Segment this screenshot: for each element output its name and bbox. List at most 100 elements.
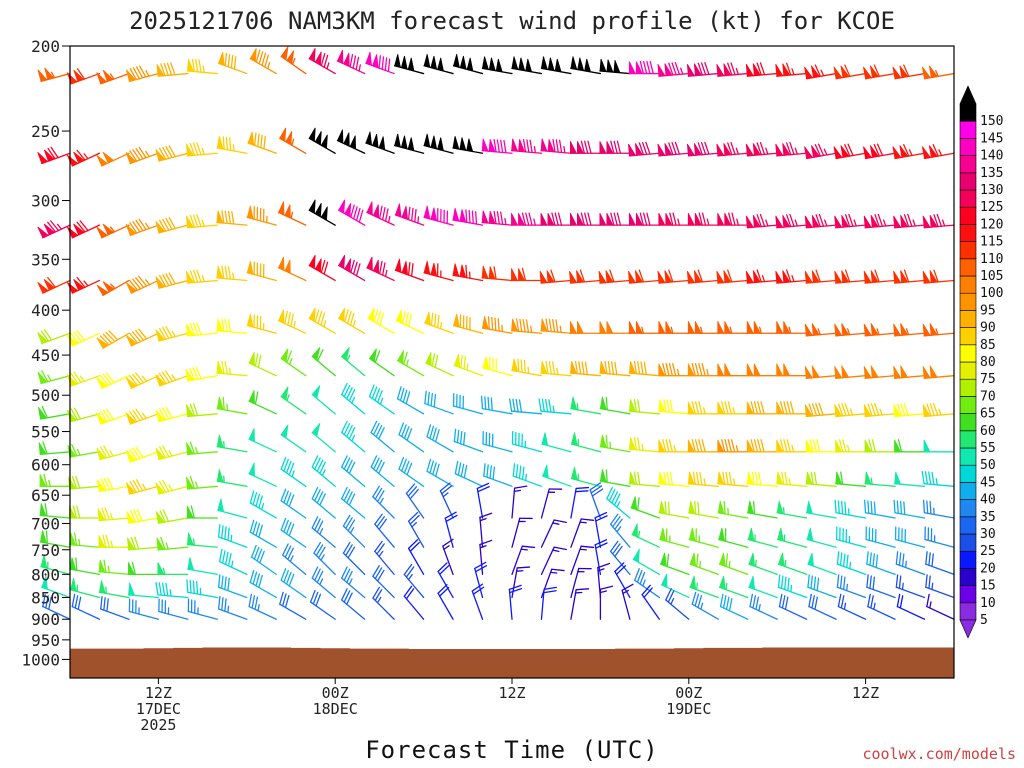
wind-barb	[804, 269, 837, 284]
wind-barb	[538, 398, 572, 415]
wind-barb	[687, 401, 719, 415]
wind-barb	[394, 203, 425, 226]
y-tick-label: 1000	[21, 650, 60, 669]
x-tick-label: 2025	[140, 716, 176, 734]
wind-barb	[657, 141, 690, 157]
wind-barb	[249, 490, 277, 519]
wind-barb	[893, 499, 926, 519]
wind-barb	[659, 527, 690, 548]
colorbar-label: 130	[980, 183, 1003, 198]
wind-barb	[341, 382, 366, 415]
wind-barb	[186, 441, 218, 456]
colorbar-swatch	[959, 602, 977, 621]
wind-barb	[804, 323, 837, 337]
wind-barb	[777, 527, 808, 548]
wind-barb	[370, 455, 395, 487]
wind-barb	[452, 207, 484, 226]
wind-barb	[394, 258, 425, 282]
wind-barb	[510, 318, 543, 334]
colorbar-swatch	[959, 327, 977, 346]
wind-barb	[98, 580, 130, 599]
colorbar-swatch	[959, 103, 977, 122]
wind-barb	[249, 519, 277, 548]
wind-barb	[393, 133, 425, 154]
wind-barb	[248, 593, 277, 620]
colorbar-swatch	[959, 533, 977, 552]
wind-barb	[866, 574, 896, 599]
wind-barb	[511, 431, 543, 453]
wind-barb	[423, 133, 454, 154]
colorbar-label: 25	[980, 544, 996, 559]
wind-barb	[481, 265, 513, 282]
site-credit[interactable]: coolwx.com/models	[862, 745, 1016, 763]
colorbar-swatch	[959, 396, 977, 414]
wind-barb	[216, 469, 248, 487]
wind-barb	[426, 424, 454, 453]
wind-barb	[437, 562, 454, 599]
wind-barb	[599, 469, 631, 487]
wind-barb	[442, 538, 454, 576]
y-tick-label: 300	[31, 192, 60, 211]
y-tick-label: 350	[31, 250, 60, 269]
wind-barb	[398, 456, 425, 487]
colorbar-swatch	[959, 155, 977, 174]
colorbar-label: 150	[980, 114, 1003, 129]
wind-barb	[540, 488, 563, 519]
wind-barb	[718, 575, 749, 599]
wind-barb	[246, 313, 277, 334]
wind-barb	[365, 131, 395, 154]
wind-barb	[156, 536, 189, 551]
wind-barb	[341, 455, 366, 487]
wind-barb	[96, 151, 130, 167]
wind-barb	[127, 536, 160, 551]
wind-barb	[187, 557, 218, 576]
wind-barb	[614, 562, 631, 599]
wind-barb	[894, 526, 926, 548]
wind-barb	[570, 396, 602, 415]
wind-barb	[313, 541, 336, 576]
wind-barb	[217, 574, 248, 599]
wind-barb	[804, 64, 837, 80]
wind-barb	[216, 136, 248, 154]
wind-barb	[423, 205, 454, 226]
wind-barb	[922, 213, 955, 229]
y-tick-label: 900	[31, 610, 60, 629]
wind-barb	[311, 566, 336, 599]
wind-barb	[279, 591, 307, 620]
wind-barb	[452, 136, 484, 154]
wind-barb	[867, 593, 896, 620]
wind-barb	[687, 321, 719, 334]
wind-barb	[745, 269, 778, 284]
wind-barb	[125, 328, 160, 347]
wind-barb	[280, 424, 307, 453]
wind-barb	[453, 428, 484, 453]
wind-barb	[689, 575, 719, 599]
wind-barb	[923, 439, 955, 453]
colorbar-label: 100	[980, 286, 1003, 301]
wind-barb	[686, 269, 719, 284]
wind-barb	[338, 307, 366, 334]
wind-barb	[776, 471, 808, 487]
wind-barb	[185, 366, 218, 382]
wind-barb	[68, 505, 101, 519]
y-tick-label: 800	[31, 565, 60, 584]
wind-barb	[280, 456, 307, 487]
wind-barb	[218, 548, 248, 576]
wind-barb	[311, 486, 336, 519]
wind-barb	[249, 569, 277, 599]
wind-barb	[374, 540, 395, 576]
wind-barb	[439, 482, 454, 519]
wind-barb	[746, 401, 778, 415]
wind-barb	[570, 567, 592, 599]
x-tick-label: 19DEC	[666, 700, 711, 718]
wind-barb	[863, 365, 896, 379]
colorbar-swatch	[959, 378, 977, 397]
wind-barb	[96, 330, 130, 349]
wind-barb	[338, 254, 366, 282]
wind-barb	[804, 143, 837, 160]
wind-barb	[834, 499, 867, 519]
x-tick-label: 18DEC	[313, 700, 358, 718]
colorbar-label: 125	[980, 200, 1003, 215]
